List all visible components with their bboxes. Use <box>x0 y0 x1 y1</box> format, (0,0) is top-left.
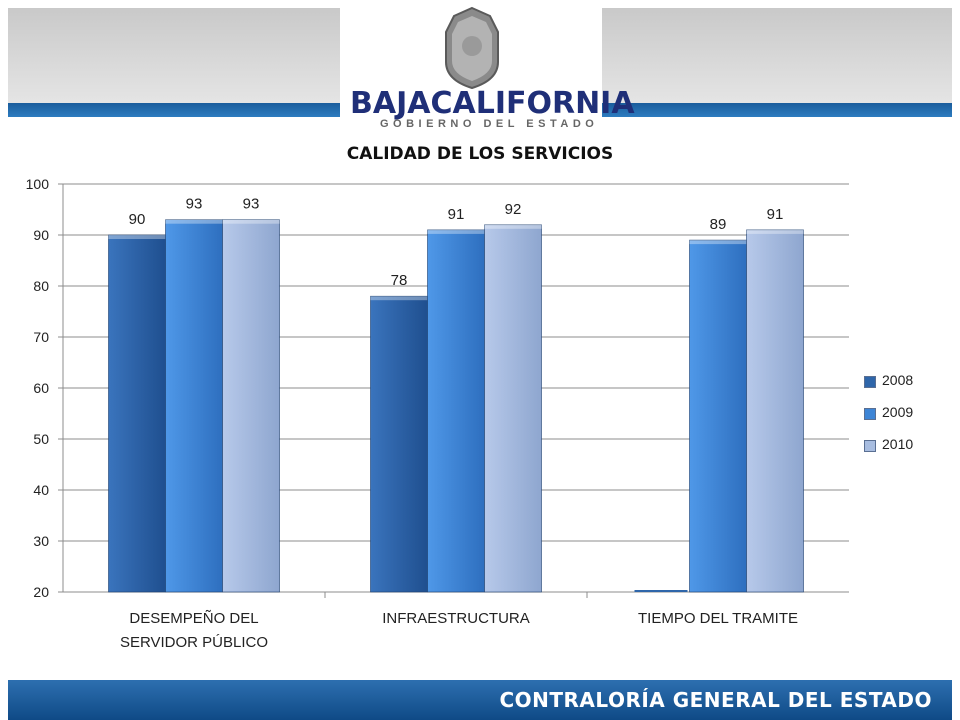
data-label: 91 <box>767 206 784 223</box>
footer-text: CONTRALORÍA GENERAL DEL ESTADO <box>499 688 932 712</box>
bar <box>746 229 804 593</box>
data-label: 93 <box>186 196 203 213</box>
data-label: 93 <box>243 196 260 213</box>
brand-left: BAJA <box>350 86 431 121</box>
y-tick-label: 60 <box>33 380 49 396</box>
y-tick-label: 80 <box>33 278 49 294</box>
brand-right: CALIFORNIA <box>430 86 635 121</box>
legend-swatch <box>864 408 876 420</box>
legend-label: 2008 <box>882 372 914 388</box>
y-tick-label: 30 <box>33 533 49 549</box>
legend-label: 2010 <box>882 436 914 452</box>
bar-highlight <box>484 224 542 229</box>
bar-highlight <box>108 235 166 239</box>
x-tick-label: INFRAESTRUCTURA <box>382 610 530 627</box>
bar-highlight <box>689 240 747 245</box>
chart-title: CALIDAD DE LOS SERVICIOS <box>346 144 614 164</box>
bar <box>165 219 223 593</box>
data-label: 92 <box>505 201 522 218</box>
bar-highlight <box>427 229 485 234</box>
y-tick-label: 20 <box>33 584 49 600</box>
bar <box>370 295 428 593</box>
footer-band: CONTRALORÍA GENERAL DEL ESTADO <box>8 680 952 720</box>
brand-subtitle: GOBIERNO DEL ESTADO <box>380 118 599 130</box>
bar-highlight <box>165 219 223 224</box>
bar-highlight <box>222 219 280 224</box>
bar <box>222 219 280 593</box>
y-tick-label: 90 <box>33 227 49 243</box>
y-tick-label: 100 <box>26 176 50 192</box>
legend-swatch <box>864 376 876 388</box>
bar-highlight <box>746 229 804 234</box>
bar-highlight <box>370 296 428 301</box>
legend-swatch <box>864 440 876 452</box>
y-tick-label: 50 <box>33 431 49 447</box>
x-tick-label: SERVIDOR PÚBLICO <box>120 634 268 651</box>
y-tick-label: 40 <box>33 482 49 498</box>
bar <box>108 234 166 593</box>
data-label: 78 <box>391 272 408 289</box>
data-label: 91 <box>448 206 465 223</box>
x-tick-label: TIEMPO DEL TRAMITE <box>638 610 798 627</box>
data-label: 90 <box>129 211 146 228</box>
bar <box>484 224 542 593</box>
brand-logo: BAJACALIFORNIA <box>350 86 635 121</box>
legend-label: 2009 <box>882 404 914 420</box>
bar <box>689 239 747 593</box>
bar <box>427 229 485 593</box>
x-tick-label: DESEMPEÑO DEL <box>129 610 258 627</box>
state-seal-icon <box>445 6 499 90</box>
y-tick-label: 70 <box>33 329 49 345</box>
data-label: 89 <box>710 216 727 233</box>
